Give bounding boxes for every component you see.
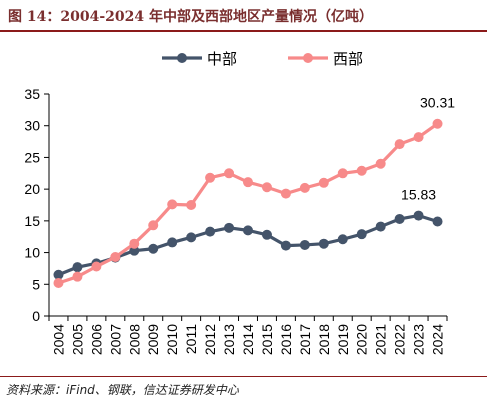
data-point — [413, 132, 424, 143]
data-point — [148, 243, 159, 254]
data-point — [318, 177, 329, 188]
x-tick-label: 2011 — [183, 324, 199, 354]
x-tick-label: 2004 — [50, 324, 66, 355]
data-point — [394, 213, 405, 224]
data-point — [375, 158, 386, 169]
data-point — [261, 229, 272, 240]
x-tick-label: 2016 — [278, 324, 294, 355]
data-label: 30.31 — [420, 95, 455, 111]
x-tick-label: 2007 — [107, 324, 123, 355]
data-point — [148, 220, 159, 231]
data-label: 15.83 — [401, 187, 436, 203]
x-tick-label: 2022 — [392, 324, 408, 355]
data-point — [356, 229, 367, 240]
y-tick-label: 35 — [24, 86, 40, 102]
x-tick-label: 2015 — [259, 324, 275, 355]
data-point — [375, 221, 386, 232]
x-tick-label: 2020 — [354, 324, 370, 355]
figure-title: 图 14：2004-2024 年中部及西部地区产量情况（亿吨） — [8, 9, 373, 25]
x-tick-label: 2021 — [373, 324, 389, 355]
legend-swatch-marker — [303, 53, 313, 63]
data-point — [110, 252, 121, 263]
data-point — [167, 199, 178, 210]
data-point — [167, 237, 178, 248]
x-tick-label: 2019 — [335, 324, 351, 355]
data-point — [280, 188, 291, 199]
data-point — [224, 222, 235, 233]
data-point — [53, 269, 64, 280]
data-point — [243, 225, 253, 236]
y-tick-label: 20 — [24, 181, 40, 197]
data-point — [129, 238, 140, 249]
footer-rule — [0, 376, 487, 377]
legend-label: 中部 — [207, 50, 237, 68]
data-point — [261, 182, 272, 193]
data-point — [337, 234, 348, 245]
data-point — [243, 177, 253, 188]
data-point — [280, 240, 291, 251]
title-rule — [0, 30, 487, 32]
y-tick-label: 5 — [32, 276, 40, 292]
x-tick-label: 2009 — [145, 324, 161, 355]
x-tick-label: 2012 — [202, 324, 218, 355]
y-tick-label: 15 — [24, 213, 40, 229]
data-point — [432, 216, 443, 227]
data-point — [318, 238, 329, 249]
data-point — [186, 200, 197, 210]
data-point — [413, 210, 424, 221]
x-tick-label: 2006 — [88, 324, 104, 355]
x-tick-label: 2013 — [221, 324, 237, 355]
data-point — [224, 168, 235, 179]
x-tick-label: 2010 — [164, 324, 180, 355]
data-point — [356, 165, 367, 176]
x-tick-label: 2008 — [126, 324, 142, 355]
y-tick-label: 0 — [32, 308, 40, 324]
data-point — [91, 261, 102, 272]
data-point — [299, 239, 310, 250]
y-tick-label: 25 — [24, 149, 40, 165]
data-point — [129, 245, 140, 256]
x-tick-label: 2017 — [297, 324, 313, 355]
legend-label: 西部 — [333, 50, 363, 68]
data-point — [432, 118, 443, 129]
y-tick-label: 10 — [24, 245, 40, 261]
source-note: 资料来源：iFind、钢联，信达证券研发中心 — [6, 383, 239, 397]
x-tick-label: 2023 — [411, 324, 427, 355]
legend-swatch-marker — [177, 53, 187, 63]
data-point — [394, 139, 405, 150]
data-point — [186, 232, 197, 243]
x-tick-label: 2018 — [316, 324, 332, 355]
data-point — [72, 271, 83, 282]
data-point — [72, 262, 83, 273]
x-tick-label: 2024 — [430, 324, 446, 355]
x-tick-label: 2005 — [69, 324, 85, 355]
x-tick-label: 2014 — [240, 324, 256, 355]
y-tick-label: 30 — [24, 118, 40, 134]
data-point — [337, 168, 348, 179]
data-point — [53, 278, 64, 289]
data-point — [205, 172, 216, 183]
data-point — [299, 182, 310, 193]
data-point — [205, 226, 216, 237]
